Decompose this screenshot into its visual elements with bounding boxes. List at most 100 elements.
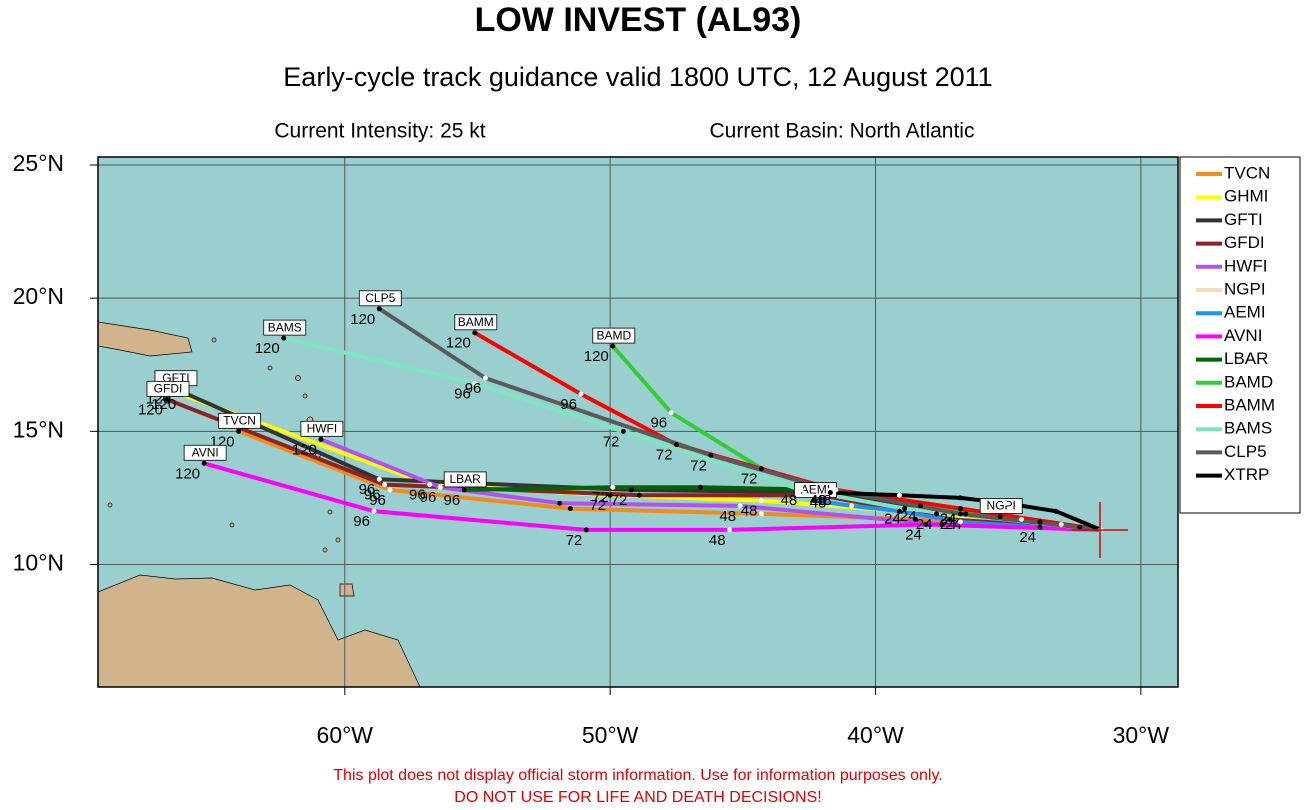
tracks: 96120TVCN2448729612024487296120GFTI96120… xyxy=(138,290,1104,549)
hour-label: 72 xyxy=(741,471,758,488)
legend-label: XTRP xyxy=(1224,465,1269,484)
track-point xyxy=(957,495,963,501)
track-point xyxy=(236,428,242,434)
track-point xyxy=(427,482,433,488)
legend-label: GFDI xyxy=(1224,233,1265,252)
hour-label: 24 xyxy=(884,511,901,528)
track-point xyxy=(578,391,584,397)
footer: DO NOT USE FOR LIFE AND DEATH DECISIONS! xyxy=(454,789,821,806)
track-point xyxy=(387,487,393,493)
hour-label: 120 xyxy=(446,335,471,352)
track-point xyxy=(281,335,287,341)
hour-label: 96 xyxy=(369,492,386,509)
track-name: BAMS xyxy=(268,320,302,334)
track-point xyxy=(583,527,589,533)
track-point xyxy=(382,482,388,488)
track-point xyxy=(997,514,1003,520)
track-name: AVNI xyxy=(192,445,219,459)
track-name: BAMM xyxy=(458,315,494,329)
track-point xyxy=(1037,524,1043,530)
hour-label: 48 xyxy=(741,503,758,520)
hour-label: 96 xyxy=(364,487,381,504)
hour-label: 24 xyxy=(940,511,957,528)
hour-label: 120 xyxy=(292,441,317,458)
track-point xyxy=(1037,519,1043,525)
legend-label: BAMS xyxy=(1224,419,1272,438)
track-name: CLP5 xyxy=(365,291,395,305)
track-point xyxy=(896,508,902,514)
chart-title: LOW INVEST (AL93) xyxy=(475,1,802,39)
track-point xyxy=(610,484,616,490)
hour-label: 48 xyxy=(810,492,827,509)
hour-label: 48 xyxy=(781,492,798,509)
track-name: AEMI xyxy=(801,483,830,497)
legend-label: AVNI xyxy=(1224,326,1262,345)
track xyxy=(203,461,1102,532)
track xyxy=(378,307,1102,532)
track-end-label: AVNI xyxy=(183,444,227,461)
track-end-label: BAMS xyxy=(263,319,307,336)
x-tick-label: 50°W xyxy=(582,722,639,748)
track-name: GFDI xyxy=(154,382,183,396)
hour-label: 48 xyxy=(810,492,827,509)
hour-label: 48 xyxy=(719,508,736,525)
y-tick-label: 10°N xyxy=(13,550,64,576)
hour-label: 96 xyxy=(409,487,426,504)
track-end-label: NGPI xyxy=(979,498,1023,514)
frame xyxy=(97,156,1179,688)
track-point xyxy=(1018,516,1024,522)
track-point xyxy=(902,506,908,512)
track-point xyxy=(811,498,817,504)
track-point xyxy=(798,487,804,493)
track-point xyxy=(896,492,902,498)
track-point xyxy=(371,508,377,514)
track-point xyxy=(957,519,963,525)
hour-label: 24 xyxy=(900,508,917,525)
track-point xyxy=(607,492,613,498)
track-point xyxy=(437,484,443,490)
track-name: TVCN xyxy=(223,413,256,427)
chart-subtitle: Early-cycle track guidance valid 1800 UT… xyxy=(283,62,992,92)
track-point xyxy=(708,452,714,458)
track-point xyxy=(918,503,924,509)
hour-label: 24 xyxy=(905,527,922,544)
track-name: LBAR xyxy=(450,472,482,486)
label-box xyxy=(300,420,344,437)
track-point xyxy=(1053,508,1059,514)
legend-label: CLP5 xyxy=(1224,442,1267,461)
hour-label: 72 xyxy=(566,532,583,549)
track-point xyxy=(727,527,733,533)
track-end-label: BAMD xyxy=(592,327,636,344)
track-point xyxy=(376,306,382,312)
label-box xyxy=(263,319,307,336)
x-tick-label: 30°W xyxy=(1113,722,1170,748)
hour-label: 120 xyxy=(175,465,200,482)
track-point xyxy=(636,492,642,498)
legend-label: LBAR xyxy=(1224,349,1268,368)
track-point xyxy=(758,511,764,517)
legend-label: HWFI xyxy=(1224,256,1267,275)
label-box xyxy=(218,412,262,429)
hour-label: 48 xyxy=(709,532,726,549)
hour-label: 24 xyxy=(940,511,957,528)
y-tick-label: 15°N xyxy=(13,416,64,442)
track-point xyxy=(557,500,563,506)
label-box xyxy=(183,444,227,461)
track-point xyxy=(472,330,478,336)
label-box xyxy=(979,498,1023,514)
track-point xyxy=(461,487,467,493)
y-tick-label: 25°N xyxy=(13,150,64,176)
track-end-label: HWFI xyxy=(300,420,344,437)
track-point xyxy=(758,498,764,504)
hour-label: 48 xyxy=(810,492,827,509)
footer: This plot does not display official stor… xyxy=(333,767,942,784)
legend-label: AEMI xyxy=(1224,303,1266,322)
track-point xyxy=(1058,522,1064,528)
y-tick-label: 20°N xyxy=(13,283,64,309)
legend-label: BAMD xyxy=(1224,372,1273,391)
track-end-label: TVCN xyxy=(218,412,262,429)
track-point xyxy=(201,460,207,466)
track-point xyxy=(758,466,764,472)
track-name: BAMD xyxy=(596,328,631,342)
track-point xyxy=(939,522,945,528)
